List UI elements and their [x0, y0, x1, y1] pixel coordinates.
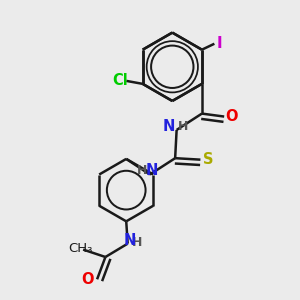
- Text: H: H: [137, 164, 148, 178]
- Text: O: O: [81, 272, 94, 287]
- Text: S: S: [203, 152, 214, 167]
- Text: H: H: [178, 120, 188, 133]
- Text: CH₃: CH₃: [69, 242, 93, 255]
- Text: I: I: [217, 36, 223, 51]
- Text: O: O: [225, 109, 238, 124]
- Text: N: N: [163, 119, 175, 134]
- Text: H: H: [132, 236, 142, 249]
- Text: Cl: Cl: [112, 74, 128, 88]
- Text: N: N: [146, 164, 158, 178]
- Text: N: N: [124, 232, 136, 247]
